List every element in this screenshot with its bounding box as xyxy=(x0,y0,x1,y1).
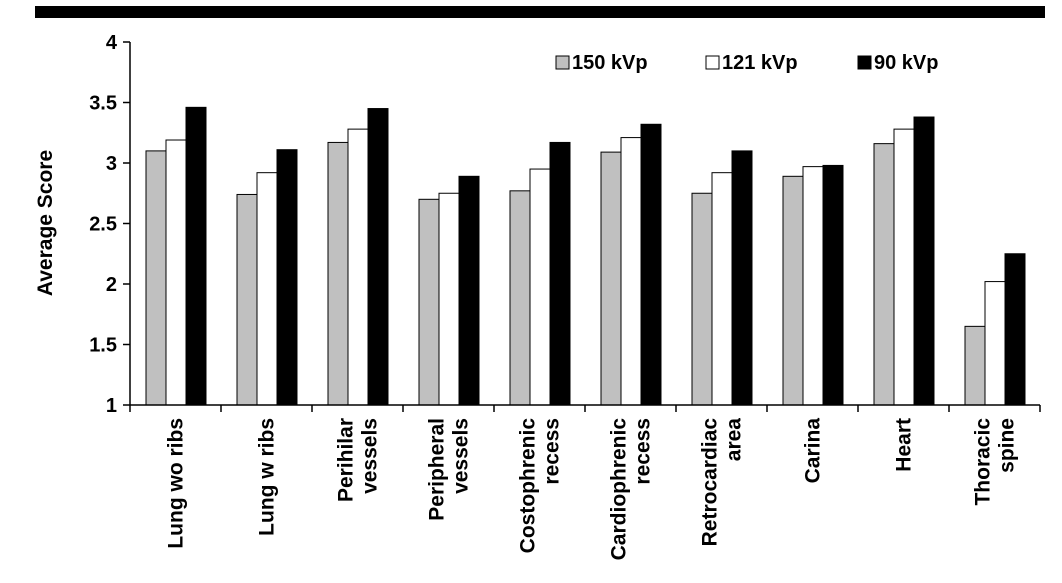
bar-150-kvp-8 xyxy=(873,143,895,406)
bar-90-kvp-1 xyxy=(276,149,298,406)
top-rule xyxy=(35,6,1045,18)
bar-90-kvp-7 xyxy=(822,164,844,406)
category-label-2-line-1: vessels xyxy=(359,418,382,494)
category-label-8-line-0: Heart xyxy=(893,418,916,472)
y-tick-label-6: 4 xyxy=(106,32,118,54)
axes xyxy=(129,42,1040,406)
legend-label-0: 150 kVp xyxy=(572,52,648,74)
category-label-9-line-1: spine xyxy=(996,418,1019,473)
bar-121-kvp-1 xyxy=(256,172,278,406)
category-label-4: Costophrenic recess xyxy=(517,418,564,554)
bar-150-kvp-0 xyxy=(145,150,167,406)
bar-90-kvp-8 xyxy=(913,116,935,406)
y-tick-label-1: 1.5 xyxy=(89,335,117,357)
bar-90-kvp-4 xyxy=(549,141,571,406)
category-label-3-line-0: Peripheral xyxy=(426,418,449,521)
y-axis-title: Average Score xyxy=(34,150,57,296)
bar-150-kvp-7 xyxy=(782,175,804,406)
bar-121-kvp-8 xyxy=(893,128,915,406)
category-label-3-line-1: vessels xyxy=(450,418,473,494)
bar-121-kvp-9 xyxy=(984,281,1006,406)
legend-swatch-0 xyxy=(555,55,570,70)
category-label-4-line-0: Costophrenic xyxy=(517,418,540,554)
category-label-5: Cardiophrenic recess xyxy=(608,418,655,561)
x-axis-ticks xyxy=(129,405,1041,412)
category-label-5-line-0: Cardiophrenic xyxy=(608,418,631,561)
bar-150-kvp-2 xyxy=(327,141,349,406)
bar-90-kvp-0 xyxy=(185,106,207,406)
category-label-1: Lung w ribs xyxy=(256,418,279,536)
y-tick-label-3: 2.5 xyxy=(89,214,117,236)
category-label-8: Heart xyxy=(893,418,916,472)
category-label-9-line-0: Thoracic xyxy=(972,418,995,506)
category-label-7-line-0: Carina xyxy=(802,418,825,484)
y-tick-label-0: 1 xyxy=(106,395,117,417)
bar-121-kvp-4 xyxy=(529,168,551,406)
category-label-6-line-1: area xyxy=(723,418,746,462)
category-label-0: Lung wo ribs xyxy=(165,418,188,549)
bar-90-kvp-6 xyxy=(731,150,753,406)
bar-90-kvp-9 xyxy=(1004,253,1026,406)
category-label-4-line-1: recess xyxy=(541,418,564,485)
y-tick-label-4: 3 xyxy=(106,153,117,175)
category-label-6-line-0: Retrocardiac xyxy=(699,418,722,547)
bar-150-kvp-1 xyxy=(236,193,258,406)
category-label-7: Carina xyxy=(802,418,825,484)
bar-121-kvp-0 xyxy=(165,139,187,406)
category-labels: Lung wo ribs Lung w ribs Perihilar vessels P… xyxy=(165,418,1019,561)
bar-150-kvp-9 xyxy=(964,325,986,406)
bar-121-kvp-2 xyxy=(347,128,369,406)
bar-121-kvp-3 xyxy=(438,192,460,406)
category-label-9: Thoracic spine xyxy=(972,418,1019,506)
legend-label-2: 90 kVp xyxy=(874,52,938,74)
bar-150-kvp-6 xyxy=(691,192,713,406)
bars xyxy=(145,106,1026,406)
category-label-5-line-1: recess xyxy=(632,418,655,485)
category-label-0-line-0: Lung wo ribs xyxy=(165,418,188,549)
legend-swatch-2 xyxy=(857,55,872,70)
bar-150-kvp-5 xyxy=(600,151,622,406)
bar-90-kvp-2 xyxy=(367,108,389,406)
y-tick-label-5: 3.5 xyxy=(89,93,117,115)
bar-121-kvp-5 xyxy=(620,137,642,406)
legend-swatch-1 xyxy=(705,55,720,70)
bar-90-kvp-5 xyxy=(640,123,662,406)
y-axis-ticks: 1 1.5 2 2.5 3 3.5 4 xyxy=(89,32,130,417)
category-label-6: Retrocardiac area xyxy=(699,418,746,547)
bar-150-kvp-3 xyxy=(418,198,440,406)
category-label-3: Peripheral vessels xyxy=(426,418,473,521)
y-tick-label-2: 2 xyxy=(106,274,117,296)
bar-90-kvp-3 xyxy=(458,175,480,406)
bar-121-kvp-7 xyxy=(802,166,824,406)
category-label-2-line-0: Perihilar xyxy=(335,418,358,502)
bar-150-kvp-4 xyxy=(509,190,531,406)
legend-label-1: 121 kVp xyxy=(722,52,798,74)
category-label-2: Perihilar vessels xyxy=(335,418,382,502)
legend: 150 kVp 121 kVp 90 kVp xyxy=(555,52,938,74)
bar-121-kvp-6 xyxy=(711,172,733,406)
category-label-1-line-0: Lung w ribs xyxy=(256,418,279,536)
